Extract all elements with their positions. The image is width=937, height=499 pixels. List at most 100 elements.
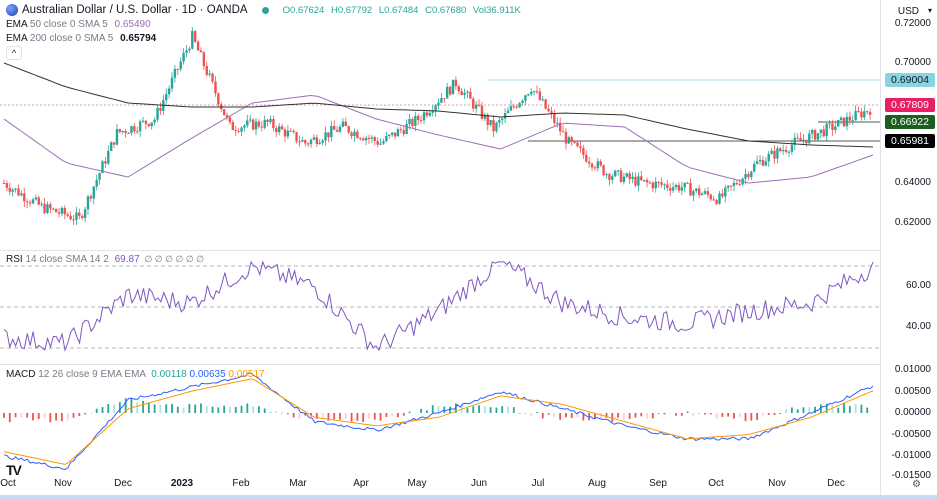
macd-histogram-bar [622,413,625,420]
macd-histogram-bar [130,397,133,413]
candle-body [72,219,75,221]
candle-body [472,98,475,109]
macd-histogram-bar [767,413,770,415]
candle-body [422,112,426,121]
candle-body [822,129,825,137]
candle-body [529,91,533,95]
symbol-logo-icon [6,4,18,16]
candle-body [709,194,712,200]
candle-body [440,98,443,103]
candle-body [69,215,72,220]
macd-legend[interactable]: MACD 12 26 close 9 EMA EMA 0.00118 0.006… [6,369,265,380]
macd-histogram-bar [49,413,52,423]
candle-body [784,150,788,152]
candle-body [501,118,504,121]
price-axis-separator [880,0,881,495]
candle-body [405,123,408,135]
candle-body [263,119,266,128]
candle-body [663,184,666,186]
macd-histogram-bar [61,413,63,422]
candle-body [130,126,133,134]
macd-histogram-bar [333,413,336,420]
macd-histogram-bar [101,407,104,413]
ema200-legend[interactable]: EMA 200 close 0 SMA 5 0.65794 [6,33,156,44]
candle-body [573,141,576,143]
macd-histogram-bar [211,406,214,413]
macd-histogram-bar [217,407,220,413]
time-tick-label: Nov [54,478,72,489]
axis-tick-label: 60.00 [905,280,931,291]
tradingview-logo[interactable]: TV [6,462,22,478]
macd-histogram-bar [802,407,805,413]
macd-histogram-bar [176,406,179,413]
candle-body [2,183,6,184]
candle-body [706,191,710,195]
ema50-value: 0.65490 [114,19,151,30]
macd-histogram-bar [292,413,295,418]
candle-body [364,137,368,141]
time-tick-label: 2023 [170,478,194,489]
macd-histogram-bar [680,413,683,416]
candle-body [390,132,394,135]
candle-body [724,187,727,197]
rsi-legend[interactable]: RSI 14 close SMA 14 2 69.87 ∅ ∅ ∅ ∅ ∅ ∅ [6,254,204,265]
macd-histogram-bar [541,413,544,419]
candle-body [5,183,9,188]
candle-body [11,189,14,192]
candle-body [417,115,420,121]
currency-selector[interactable]: USD [897,6,919,17]
candle-body [428,112,432,116]
pane-separator-macd[interactable] [0,364,880,365]
candle-body [54,208,58,213]
pane-separator-rsi[interactable] [0,250,880,251]
candle-body [167,88,171,95]
macd-histogram-bar [373,413,376,420]
rsi-params: 14 close SMA 14 2 [25,254,109,265]
ema200-value: 0.65794 [120,33,157,44]
symbol-title[interactable]: Australian Dollar / U.S. Dollar · 1D · O… [22,4,248,16]
candle-body [796,137,799,139]
candle-body [868,112,872,115]
candle-body [443,98,446,100]
collapse-legend-button[interactable]: ^ [6,46,22,60]
candle-body [292,130,295,133]
macd-histogram-bar [762,413,764,416]
macd-histogram-bar [8,413,11,423]
price-level-label: 0.65981 [885,134,935,148]
ema50-params: 50 close 0 SMA 5 [29,19,108,30]
candle-body [448,86,452,95]
macd-histogram-bar [246,403,249,413]
macd-histogram-bar [408,411,411,413]
macd-histogram-bar [605,413,608,418]
candle-body [109,142,113,151]
time-tick-label: Feb [232,478,250,489]
chevron-down-icon[interactable]: ▾ [927,6,932,15]
candle-body [848,116,852,121]
macd-histogram-bar [414,412,417,414]
macd-histogram-bar [848,406,851,413]
symbol-legend: Australian Dollar / U.S. Dollar · 1D · O… [6,4,525,16]
candle-body [338,126,342,132]
candle-body [60,207,64,214]
candle-body [692,191,695,196]
candle-body [831,123,834,130]
candle-body [63,207,67,215]
axis-tick-label: 0.01000 [894,364,931,375]
macd-histogram-bar [420,408,423,413]
candle-body [808,133,811,144]
candle-body [648,182,652,184]
candle-body [17,188,20,196]
candle-body [474,104,478,109]
time-tick-label: Oct [708,478,724,489]
candle-body [489,120,492,125]
ema50-legend[interactable]: EMA 50 close 0 SMA 5 0.65490 [6,19,151,30]
candle-body [179,61,182,70]
candle-body [729,185,733,187]
rsi-value: 69.87 [114,254,140,265]
ohlc-close: C0.67680 [425,4,467,16]
gear-icon[interactable]: ⚙ [912,479,921,490]
candle-body [419,120,423,122]
candle-body [671,187,675,191]
macd-histogram-bar [646,413,648,419]
